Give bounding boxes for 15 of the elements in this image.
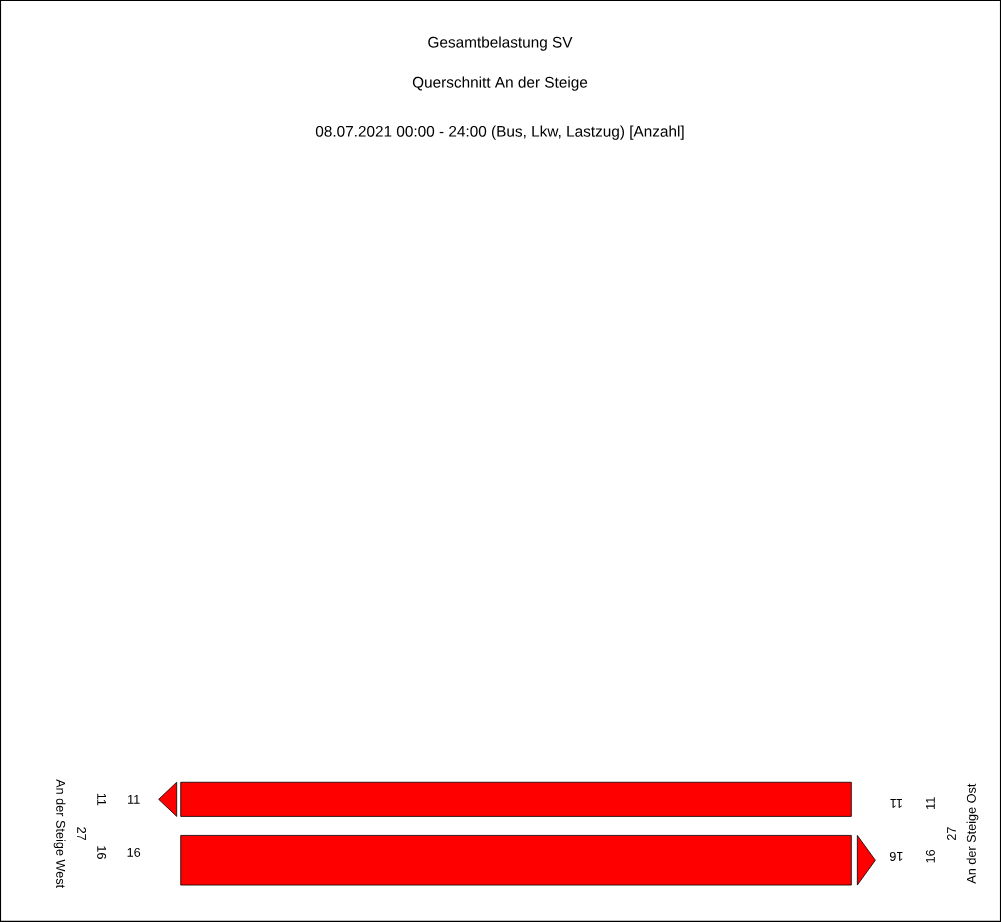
text: 27 [947,827,956,841]
data-label: 11 [926,797,935,809]
text: Querschnitt An der Steige [412,76,588,91]
data-label: 11 [97,793,106,806]
text: 08.07.2021 00:00 - 24:00 (Bus, Lkw, Lastzug) [Anzahl] [315,125,684,140]
category-label: An der Steige West [53,779,66,889]
text: Gesamtbelastung SV [428,36,573,51]
category-label: An der Steige Ost [966,783,979,884]
text: 11 [890,799,902,808]
text: 16 [127,847,141,857]
text: 27 [77,827,87,841]
text: 16 [889,851,903,861]
data-label: 16 [925,849,935,863]
data-label: 16 [97,846,107,859]
text: 11 [128,794,140,804]
